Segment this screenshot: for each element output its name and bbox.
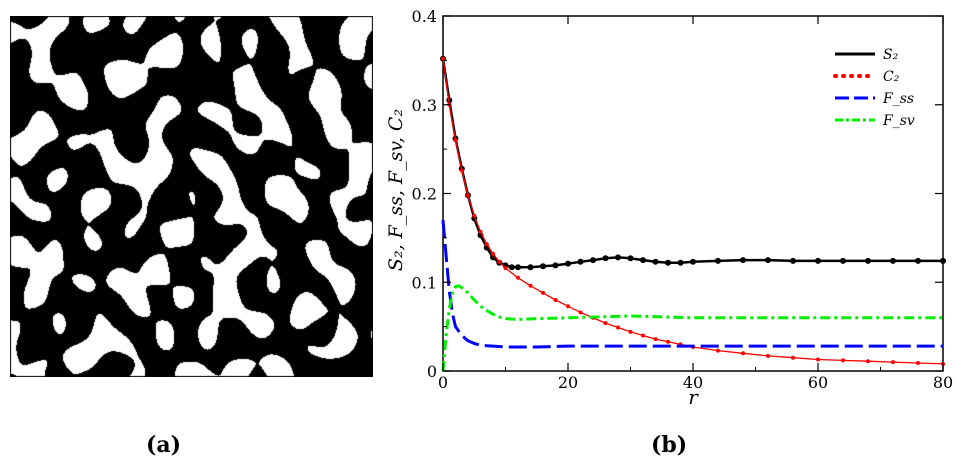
series-point: [690, 258, 696, 265]
series-point: [840, 257, 846, 264]
series-line: [442, 58, 944, 365]
series-point: [603, 321, 608, 326]
series-point: [791, 355, 795, 360]
series-point: [640, 257, 646, 264]
panel-b-caption: (b): [651, 432, 688, 458]
series-point: [641, 333, 645, 338]
series-point: [484, 242, 489, 247]
y-tick-label: 0.1: [412, 273, 437, 292]
series-point: [515, 264, 521, 271]
series-point: [766, 353, 770, 358]
series-point: [715, 257, 721, 264]
legend-label: F_sv: [882, 113, 915, 129]
series-point: [602, 255, 609, 262]
series-3: [441, 284, 943, 372]
correlation-chart: 0 20 40 60 80 0 0.1 0.2 0.3 0.4 S₂ C₂ F_ss F_sv r S₂…: [380, 0, 976, 420]
series-point: [527, 264, 534, 271]
series-2: [441, 219, 943, 349]
series-point: [441, 56, 445, 61]
series-point: [627, 255, 634, 262]
series-1: [441, 56, 945, 366]
series-line: [441, 284, 943, 372]
series-point: [453, 138, 458, 143]
series-line: [441, 58, 943, 269]
series-point: [915, 257, 921, 264]
y-tick-label: 0: [427, 362, 437, 381]
series-point: [653, 337, 658, 342]
legend-label: C₂: [883, 69, 900, 85]
series-point: [615, 254, 621, 261]
x-tick-label: 40: [683, 373, 703, 392]
series-point: [816, 357, 820, 362]
legend-label: F_ss: [882, 91, 914, 107]
series-point: [940, 257, 946, 264]
series-point: [497, 259, 502, 264]
series-point: [716, 348, 720, 353]
series-point: [741, 351, 745, 356]
series-point: [566, 304, 570, 309]
series-point: [528, 283, 533, 288]
x-tick-label: 0: [438, 373, 448, 392]
series-point: [577, 258, 584, 265]
legend-label: S₂: [883, 47, 899, 63]
series-point: [459, 168, 464, 173]
series-point: [677, 259, 684, 266]
y-tick-label: 0.2: [412, 185, 437, 204]
y-axis-label: S₂, F_ss, F_sv, C₂: [385, 109, 407, 271]
y-tick-label: 0.3: [412, 96, 437, 115]
series-point: [541, 290, 545, 295]
series-point: [865, 257, 871, 264]
series-point: [540, 263, 546, 270]
microstructure-canvas: [10, 16, 373, 377]
x-tick-label: 80: [933, 373, 953, 392]
x-tick-label: 60: [808, 373, 828, 392]
series-point: [472, 213, 477, 218]
series-0: [440, 55, 946, 271]
chart-svg: 0 20 40 60 80 0 0.1 0.2 0.3 0.4 S₂ C₂ F_ss F_sv r S₂…: [385, 7, 954, 409]
series-point: [652, 258, 659, 265]
series-point: [616, 325, 620, 330]
series-point: [841, 358, 845, 363]
series-point: [491, 251, 495, 256]
series-layer: [440, 55, 946, 372]
ticks-layer: 0 20 40 60 80 0 0.1 0.2 0.3 0.4: [412, 7, 954, 392]
series-point: [553, 298, 558, 302]
x-axis-label: r: [688, 385, 699, 409]
series-point: [628, 329, 633, 334]
series-point: [866, 359, 870, 364]
series-point: [666, 339, 670, 344]
series-line: [441, 219, 943, 349]
series-point: [590, 257, 596, 264]
panel-a-caption: (a): [146, 432, 182, 458]
series-point: [891, 360, 895, 365]
series-point: [740, 257, 746, 264]
series-point: [815, 257, 821, 264]
series-point: [765, 257, 771, 264]
series-point: [565, 260, 571, 267]
series-point: [890, 257, 896, 264]
x-tick-label: 20: [558, 373, 578, 392]
microstructure-image: [10, 16, 373, 377]
series-point: [552, 262, 559, 269]
series-point: [916, 361, 920, 365]
series-point: [578, 310, 583, 315]
series-point: [516, 275, 520, 280]
series-point: [503, 266, 508, 271]
series-point: [790, 257, 796, 264]
series-point: [508, 264, 515, 271]
series-point: [466, 193, 470, 198]
legend: S₂ C₂ F_ss F_sv: [833, 47, 915, 129]
y-tick-label: 0.4: [412, 7, 437, 26]
series-point: [665, 259, 671, 266]
series-point: [478, 229, 483, 234]
